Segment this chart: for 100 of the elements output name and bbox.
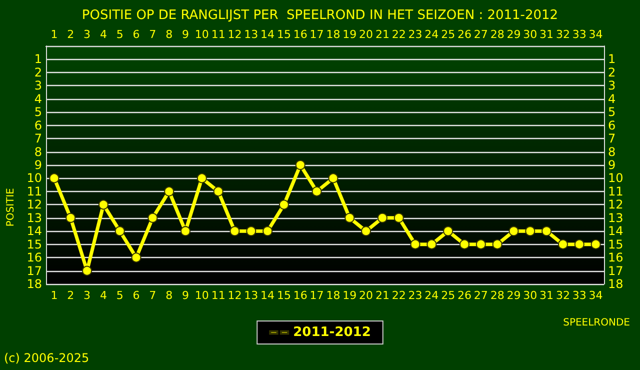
category-label: 23 [408,28,422,41]
chart-title: POSITIE OP DE RANGLIJST PER SPEELROND IN HET SEIZOEN : 2011-2012 [82,8,558,23]
x-tick-label: 4 [100,289,107,302]
x-tick-label: 17 [310,289,324,302]
point [114,226,125,236]
category-label: 31 [540,28,554,41]
category-label: 10 [194,28,209,41]
point [49,173,60,184]
category-label: 7 [149,28,156,41]
x-tick-label: 28 [490,289,504,302]
x-tick-label: 34 [588,289,603,302]
category-label: 8 [166,28,173,41]
x-tick-label: 6 [132,289,140,302]
point [476,239,486,250]
y-tick-label: 17 [26,264,42,278]
y-tick-label: 6 [34,118,42,132]
x-tick-label: 9 [182,289,189,302]
x-tick-label: 21 [375,289,390,302]
text: (c) 2006-2025 [4,351,90,365]
x-tick-label: 27 [474,289,488,302]
point [410,239,420,250]
point [66,212,76,223]
x-tick-label: 13 [244,289,258,302]
category-label: 26 [458,28,472,41]
x-tick-label: 18 [326,289,340,302]
y-tick-label: 1 [34,52,42,66]
y-tick-label: 8 [34,144,42,159]
x-tick-label: 11 [211,289,226,302]
y2-tick-label: 3 [608,78,616,93]
y2-tick-label: 2 [608,65,616,80]
y2-tick-label: 16 [608,250,624,265]
x-tick-label: 19 [342,289,357,302]
point [180,226,190,236]
y2-tick-label: 10 [608,171,624,186]
category-label: 28 [490,28,504,41]
category-label: 21 [375,28,390,41]
y2-tick-label: 5 [608,105,616,120]
y-tick-label: 9 [34,158,42,172]
x-tick-label: 24 [424,289,439,302]
y2-tick-label: 18 [608,277,624,291]
category-label: 5 [116,28,124,41]
point [574,239,584,250]
point [328,173,338,184]
y-tick-label: 4 [34,92,42,106]
point [148,212,158,223]
y2-tick-label: 9 [608,158,616,172]
y-tick-label: 5 [34,105,42,120]
point [164,186,174,196]
point [196,173,207,184]
point [426,239,437,250]
category-label: 15 [276,28,291,41]
category-label: 6 [132,28,140,41]
x-tick-label: 2 [67,289,74,302]
category-label: 34 [588,28,603,41]
point [312,186,322,196]
x-tick-label: 20 [359,289,374,302]
y-axis-title: POSITIE [6,188,16,227]
category-label: 24 [424,28,439,41]
category-label: 25 [441,28,456,41]
point [262,226,273,236]
x-tick-label: 23 [408,289,422,302]
x-tick-label: 7 [149,289,156,302]
x-tick-label: 33 [572,289,586,302]
y2-tick-label: 14 [608,224,624,238]
point [525,226,536,236]
y2-tick-label: 8 [608,144,616,159]
y-tick-label: 2 [34,65,42,80]
category-label: 33 [572,28,586,41]
y2-tick-label: 17 [608,264,624,278]
legend-label: 2011-2012 [293,325,371,340]
point [246,226,256,236]
category-label: 9 [182,28,189,41]
point [394,212,404,223]
y-tick-label: 3 [34,78,42,93]
category-label: 20 [359,28,374,41]
point [443,226,454,236]
x-tick-label: 32 [556,289,570,302]
point [98,200,108,210]
point [508,226,519,236]
point [590,239,601,250]
y-tick-label: 14 [26,224,42,238]
category-label: 29 [506,28,521,41]
point [542,226,552,236]
x-tick-label: 25 [441,289,456,302]
x-tick-label: 5 [116,289,124,302]
category-label: 19 [342,28,357,41]
point [295,160,306,170]
x-tick-label: 16 [293,289,308,302]
point [278,200,289,210]
category-label: 12 [228,28,242,41]
point [558,239,568,250]
point [361,226,372,236]
point [377,212,388,223]
category-label: 22 [392,28,406,41]
category-label: 11 [211,28,226,41]
y-tick-label: 15 [26,237,42,252]
y2-tick-label: 13 [608,210,624,225]
y2-tick-label: 4 [608,92,616,106]
x-tick-label: 1 [50,289,58,302]
point [82,266,92,276]
